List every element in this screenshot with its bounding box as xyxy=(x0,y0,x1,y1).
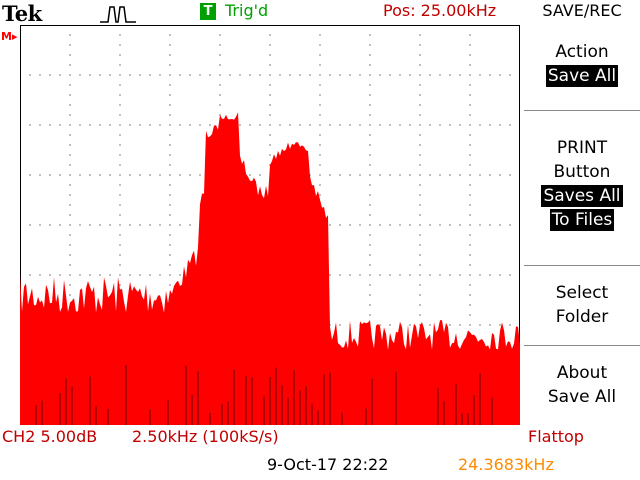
side-menu: Action Save All PRINT Button Saves All T… xyxy=(524,25,640,425)
fft-display xyxy=(20,25,520,425)
action-label: Action xyxy=(555,42,609,62)
brand-logo: Tek xyxy=(2,1,42,26)
print-value-line2: To Files xyxy=(549,209,615,231)
print-label-line1: PRINT xyxy=(556,138,608,158)
pulse-waveform-icon xyxy=(100,6,136,23)
about-label-line1: About xyxy=(556,363,608,383)
about-save-all-button[interactable]: About Save All xyxy=(524,345,640,441)
select-label-line1: Select xyxy=(555,283,609,303)
date-time: 9-Oct-17 22:22 xyxy=(267,455,389,474)
select-folder-button[interactable]: Select Folder xyxy=(524,265,640,356)
print-button-option[interactable]: PRINT Button Saves All To Files xyxy=(524,110,640,286)
fft-trace xyxy=(20,112,520,425)
about-label-line2: Save All xyxy=(547,387,617,407)
menu-title: SAVE/REC xyxy=(542,1,622,20)
trigger-badge: T xyxy=(200,3,216,20)
fft-window: Flattop xyxy=(528,427,584,446)
frequency-readout: 24.3683kHz xyxy=(458,455,554,474)
action-button[interactable]: Action Save All xyxy=(524,40,640,88)
channel-scale: CH2 5.00dB xyxy=(2,427,98,446)
select-label-line2: Folder xyxy=(555,307,609,327)
spectrum-fill xyxy=(20,112,520,425)
print-value-line1: Saves All xyxy=(541,185,623,207)
trigger-status: Trig'd xyxy=(225,1,269,20)
print-label-line2: Button xyxy=(553,162,611,182)
horizontal-position: Pos: 25.00kHz xyxy=(383,1,497,20)
span-readout: 2.50kHz (100kS/s) xyxy=(132,427,279,446)
math-channel-marker: M▸ xyxy=(1,30,18,43)
action-value: Save All xyxy=(545,65,619,87)
